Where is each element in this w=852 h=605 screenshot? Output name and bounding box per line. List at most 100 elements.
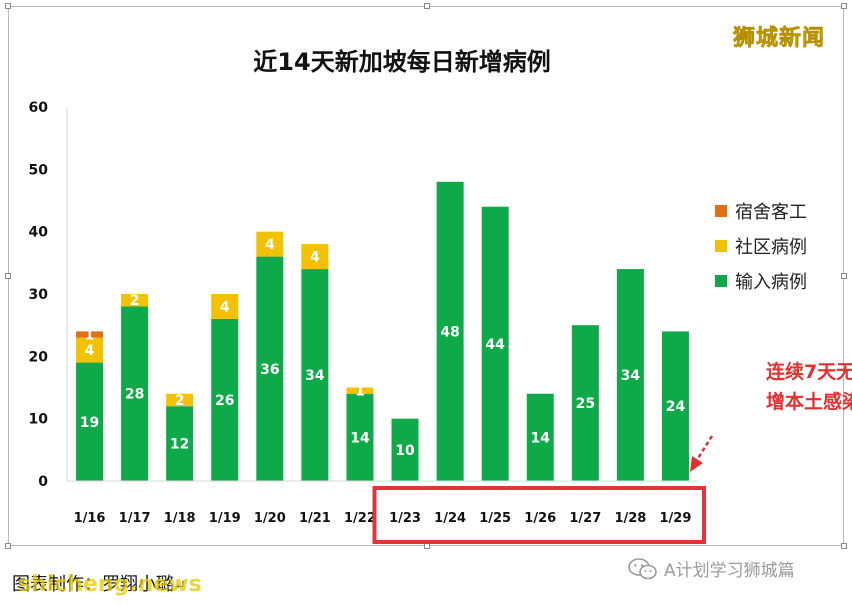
arrow-head [690,456,703,472]
bar-segment [166,406,194,481]
bar-value-label: 12 [170,437,189,453]
bar-segment [526,393,554,481]
legend-swatch [715,275,727,287]
legend-item: 社区病例 [715,237,807,258]
x-tick-label: 1/27 [569,511,601,526]
x-tick-label: 1/22 [344,511,376,526]
bar-stack: 14 [526,393,554,481]
resize-handle[interactable] [841,273,847,279]
x-tick-label: 1/24 [434,511,466,526]
x-tick-label: 1/19 [209,511,241,526]
bar-stack: 12 2 [166,393,194,481]
bar-stack: 48 [436,181,464,482]
credit-label: 图表制作：罗翔小璐 [12,574,174,595]
bar-segment [256,256,284,481]
bar-segment [571,325,599,481]
y-tick-label: 40 [29,225,49,241]
bar-value-label: 14 [531,430,551,446]
x-tick-label: 1/20 [254,511,286,526]
bar-segment [301,244,329,270]
bar-value-label: 14 [350,430,370,446]
bar-stack: 24 [661,331,689,481]
legend-item: 输入病例 [715,272,807,293]
resize-handle[interactable] [841,543,847,549]
x-tick-label: 1/18 [164,511,196,526]
bar-stack: 26 4 [211,294,239,481]
highlight-box [372,486,706,544]
resize-handle[interactable] [841,3,847,9]
annotation-arrow [690,435,714,472]
resize-handle[interactable] [5,543,11,549]
resize-handle[interactable] [424,3,430,9]
bar-value-label: 2 [130,293,140,309]
bar-stack: 34 4 [301,244,329,481]
wechat-watermark-text: A计划学习狮城篇 [664,561,795,581]
legend-label: 社区病例 [735,237,807,258]
y-tick-label: 60 [29,100,49,116]
wechat-watermark: A计划学习狮城篇 [628,556,795,581]
bar-value-label: 10 [395,443,415,459]
bar-value-label: 36 [260,362,279,378]
bar-segment [346,387,374,394]
bar-value-label: 2 [175,393,185,409]
y-tick-label: 0 [38,474,48,490]
legend-label: 输入病例 [735,272,807,293]
x-tick-label: 1/23 [389,511,421,526]
bar-stack: 14 1 [346,384,374,481]
bar-value-label: 4 [265,237,275,253]
legend-label: 宿舍客工 [735,202,807,223]
x-tick-label: 1/28 [614,511,646,526]
bar-value-label: 25 [576,396,595,412]
bar-segment [211,294,239,319]
bar-segment [436,181,464,482]
resize-handle[interactable] [5,3,11,9]
brand-watermark: 狮城新闻 [733,26,826,52]
bar-segment [661,331,689,481]
bar-stack: 44 [481,206,509,481]
resize-handle[interactable] [5,273,11,279]
bar-value-label: 34 [305,368,325,384]
return-mark-icon: ↵ [174,578,186,594]
bar-segment [121,294,149,307]
bar-value-label: 4 [220,299,230,315]
bar-segment [76,362,104,481]
site-watermark: shicheng.news [18,572,202,597]
arrow-shaft [695,435,714,461]
bar-stack: 25 [571,325,599,481]
y-axis: 0 10 20 30 40 50 60 [29,100,68,490]
bar-stack: 34 [616,269,644,481]
bar-value-label: 34 [621,368,641,384]
bar-segment [256,231,284,257]
bar-value-label: 4 [85,343,95,359]
bar-stack: 10 [391,418,419,481]
bar-value-label: 1 [355,384,365,400]
annotation: 连续7天无新 增本土感染 [766,360,852,413]
annotation-line-2: 增本土感染 [766,390,852,413]
chart-title: 近14天新加坡每日新增病例 [253,48,550,76]
annotation-line-1: 连续7天无新 [766,360,852,383]
legend-swatch [715,240,727,252]
bar-segment [481,206,509,481]
y-tick-label: 30 [29,287,49,303]
x-tick-label: 1/26 [524,511,556,526]
bar-value-label: 4 [310,250,320,266]
bar-value-label: 44 [485,337,505,353]
bar-value-label: 24 [666,399,686,415]
y-tick-label: 50 [29,162,49,178]
bar-segment [391,418,419,481]
bar-value-label: 28 [125,387,144,403]
bar-segment [301,269,329,481]
x-axis: 1/16 1/17 1/18 1/19 1/20 1/21 1/22 1/23 1/24 1/25… [67,480,698,526]
x-tick-label: 1/29 [660,511,692,526]
bar-segment [346,393,374,481]
bar-segment [616,269,644,481]
legend-swatch [715,205,727,217]
y-tick-label: 20 [29,349,49,365]
bar-stack: 36 4 [256,231,284,481]
y-tick-label: 10 [29,412,49,428]
bar-value-label: 19 [80,415,99,431]
bar-segment [211,318,239,481]
